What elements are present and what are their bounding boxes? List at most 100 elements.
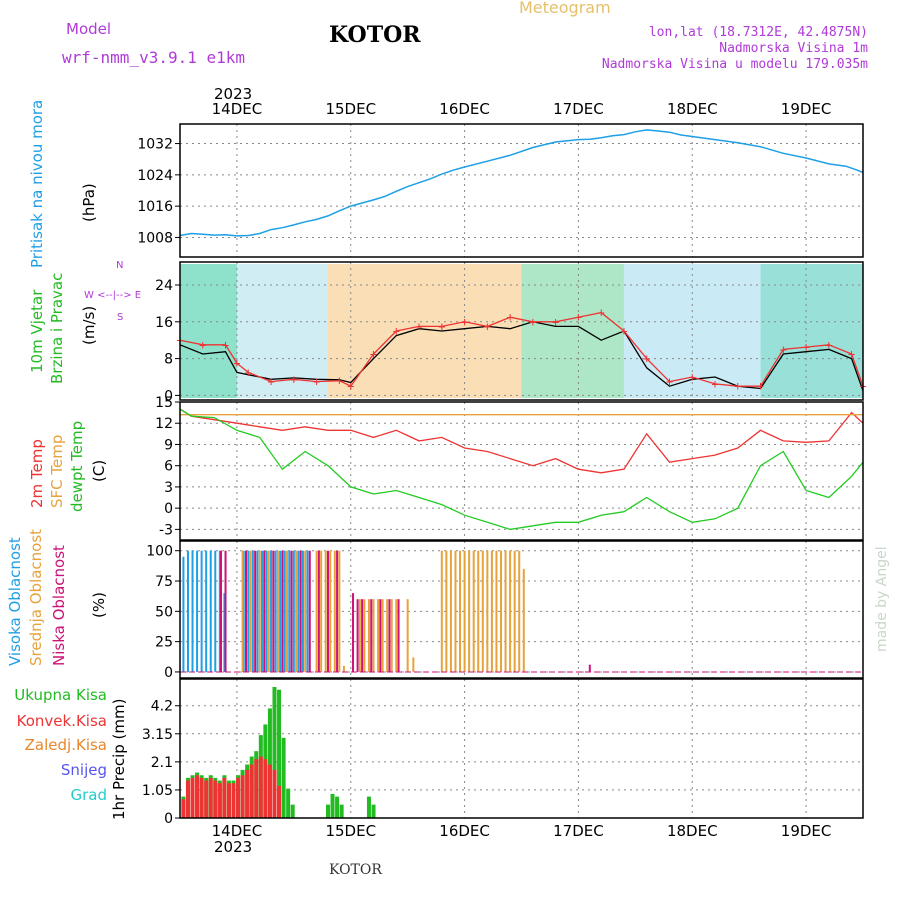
- series-bar: [191, 550, 194, 672]
- series-bar: [363, 599, 366, 672]
- wind-barb-band: [327, 264, 522, 398]
- y-tick-label: 1008: [137, 230, 173, 246]
- series-bar: [495, 550, 498, 672]
- series-bar: [224, 550, 227, 672]
- y-tick-label: 3: [164, 480, 173, 496]
- series-bar: [272, 687, 277, 818]
- series-bar: [200, 550, 203, 672]
- y-tick-label: 25: [155, 635, 173, 651]
- series-bar: [217, 783, 222, 818]
- series-bar: [277, 689, 282, 818]
- series-bar: [242, 550, 245, 672]
- y-tick-label: 4.2: [151, 699, 173, 715]
- series-bar: [295, 550, 298, 672]
- series-bar: [445, 550, 448, 672]
- series-bar: [509, 550, 512, 672]
- series-bar: [274, 550, 277, 672]
- temp-unit: (C): [90, 459, 108, 482]
- series-bar: [371, 804, 376, 818]
- gust-point: +: [598, 306, 605, 320]
- series-bar: [283, 550, 286, 672]
- series-bar: [412, 657, 415, 672]
- gust-point: +: [529, 315, 536, 329]
- series-bar: [258, 756, 263, 818]
- temp-ylabel-dewpt: dewpt Temp: [68, 420, 86, 512]
- day-label-bottom: 16DEC: [439, 822, 490, 840]
- wind-barb-band: [521, 264, 624, 398]
- series-bar: [588, 664, 591, 672]
- series-bar: [486, 550, 489, 672]
- gust-point: +: [313, 375, 320, 389]
- y-tick-label: 12: [155, 416, 173, 432]
- series-bar: [324, 550, 327, 672]
- location-title: KOTOR: [329, 22, 421, 48]
- series-bar: [513, 550, 516, 672]
- day-label-bottom: 14DEC: [212, 822, 263, 840]
- series-bar: [205, 550, 208, 672]
- gust-point: +: [643, 352, 650, 366]
- series-bar: [500, 550, 503, 672]
- gust-point: +: [666, 375, 673, 389]
- series-bar: [481, 550, 484, 672]
- gust-point: +: [199, 338, 206, 352]
- y-tick-label: 0: [164, 665, 173, 681]
- series-bar: [459, 550, 462, 672]
- series-bar: [379, 599, 382, 672]
- series-bar: [320, 550, 323, 672]
- temp-ylabel-sfc: SFC Temp: [48, 434, 66, 508]
- series-bar: [258, 550, 261, 672]
- series-bar: [339, 804, 344, 818]
- series-bar: [406, 599, 409, 672]
- y-tick-label: 0: [164, 388, 173, 404]
- y-tick-label: 16: [155, 315, 173, 331]
- y-tick-label: 1024: [137, 168, 173, 184]
- series-bar: [263, 550, 266, 672]
- series-bar: [254, 550, 257, 672]
- series-bar: [231, 783, 236, 818]
- panel-frame: [179, 678, 864, 819]
- day-label-bottom: 18DEC: [667, 822, 718, 840]
- y-tick-label: 8: [164, 352, 173, 368]
- series-bar: [265, 550, 268, 672]
- wind-dir-s: S: [117, 312, 124, 323]
- series-bar: [267, 764, 272, 818]
- gust-point: +: [689, 370, 696, 384]
- series-bar: [251, 550, 254, 672]
- series-bar: [290, 804, 295, 818]
- gust-point: +: [290, 372, 297, 386]
- series-bar: [370, 599, 373, 672]
- series-bar: [263, 759, 268, 818]
- series-bar: [240, 775, 245, 818]
- wind-ylabel: 10m Vjetar: [28, 289, 46, 373]
- precip-legend-convective: Konvek.Kisa: [16, 712, 107, 730]
- gust-point: +: [461, 315, 468, 329]
- gust-point: +: [415, 319, 422, 333]
- series-bar: [245, 769, 250, 818]
- series-bar: [185, 780, 190, 818]
- precip-ylabel: 1hr Precip (mm): [110, 698, 128, 820]
- series-bar: [281, 737, 286, 818]
- series-bar: [195, 775, 200, 818]
- wind-barb-band: [760, 264, 863, 398]
- series-bar: [182, 556, 185, 672]
- y-tick-label: 15: [155, 395, 173, 411]
- series-bar: [315, 550, 318, 672]
- series-bar: [361, 599, 364, 672]
- series-bar: [395, 599, 398, 672]
- gust-point: +: [438, 319, 445, 333]
- series-bar: [270, 550, 273, 672]
- gust-point: +: [734, 379, 741, 393]
- series-bar: [367, 599, 370, 672]
- series-bar: [381, 599, 384, 672]
- series-bar: [241, 550, 244, 672]
- gust-point: +: [506, 310, 513, 324]
- series-bar: [299, 550, 302, 672]
- series-bar: [260, 550, 263, 672]
- series-bar: [279, 550, 282, 672]
- panel-frame: [179, 123, 864, 258]
- series-line: [179, 408, 864, 531]
- series-bar: [245, 550, 248, 672]
- watermark: made by Angel: [874, 546, 890, 652]
- series-bar: [330, 793, 335, 818]
